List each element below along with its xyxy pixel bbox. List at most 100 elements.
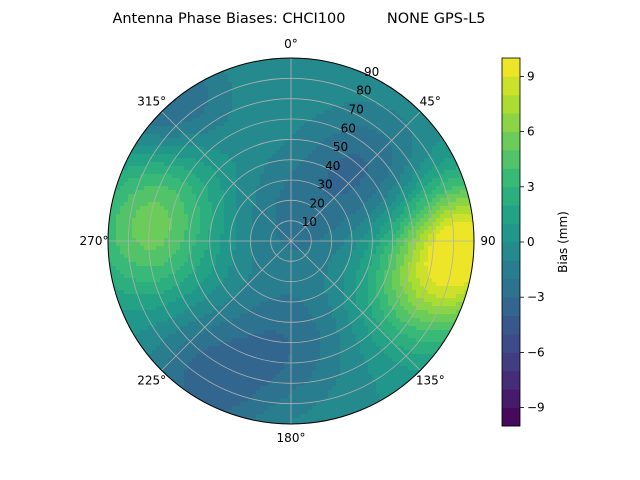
heatmap-cell	[220, 258, 225, 263]
heatmap-cell	[140, 194, 145, 199]
heatmap-cell	[192, 90, 197, 95]
heatmap-cell	[312, 170, 317, 175]
heatmap-cell	[400, 190, 405, 195]
heatmap-cell	[376, 202, 381, 207]
heatmap-cell	[412, 142, 417, 147]
heatmap-cell	[448, 278, 453, 283]
heatmap-cell	[288, 202, 293, 207]
heatmap-cell	[344, 214, 349, 219]
heatmap-cell	[408, 138, 413, 143]
heatmap-cell	[252, 174, 257, 179]
heatmap-cell	[372, 262, 377, 267]
heatmap-cell	[432, 214, 437, 219]
heatmap-cell	[388, 106, 393, 111]
heatmap-cell	[404, 282, 409, 287]
heatmap-cell	[332, 214, 337, 219]
heatmap-cell	[296, 66, 301, 71]
heatmap-cell	[224, 150, 229, 155]
heatmap-cell	[264, 106, 269, 111]
heatmap-cell	[432, 206, 437, 211]
heatmap-cell	[368, 290, 373, 295]
heatmap-cell	[240, 154, 245, 159]
heatmap-cell	[116, 286, 121, 291]
heatmap-cell	[200, 114, 205, 119]
heatmap-cell	[288, 58, 293, 63]
heatmap-cell	[224, 234, 229, 239]
heatmap-cell	[160, 150, 165, 155]
heatmap-cell	[388, 162, 393, 167]
heatmap-cell	[300, 174, 305, 179]
heatmap-cell	[196, 82, 201, 87]
heatmap-cell	[420, 290, 425, 295]
heatmap-cell	[360, 98, 365, 103]
heatmap-cell	[292, 278, 297, 283]
heatmap-cell	[412, 202, 417, 207]
heatmap-cell	[124, 198, 129, 203]
heatmap-cell	[352, 162, 357, 167]
heatmap-cell	[380, 286, 385, 291]
heatmap-cell	[212, 298, 217, 303]
heatmap-cell	[176, 306, 181, 311]
heatmap-cell	[160, 182, 165, 187]
heatmap-cell	[420, 282, 425, 287]
heatmap-cell	[336, 102, 341, 107]
heatmap-cell	[176, 106, 181, 111]
heatmap-cell	[152, 222, 157, 227]
heatmap-cell	[412, 186, 417, 191]
heatmap-cell	[184, 214, 189, 219]
heatmap-cell	[244, 122, 249, 127]
heatmap-cell	[268, 138, 273, 143]
heatmap-cell	[420, 170, 425, 175]
heatmap-cell	[156, 302, 161, 307]
heatmap-cell	[256, 198, 261, 203]
heatmap-cell	[260, 158, 265, 163]
heatmap-cell	[432, 250, 437, 255]
heatmap-cell	[324, 186, 329, 191]
heatmap-cell	[260, 70, 265, 75]
heatmap-cell	[320, 250, 325, 255]
heatmap-cell	[312, 118, 317, 123]
heatmap-cell	[164, 242, 169, 247]
heatmap-cell	[148, 242, 153, 247]
heatmap-cell	[284, 298, 289, 303]
heatmap-cell	[372, 182, 377, 187]
heatmap-cell	[300, 182, 305, 187]
heatmap-cell	[348, 258, 353, 263]
heatmap-cell	[276, 266, 281, 271]
heatmap-cell	[208, 290, 213, 295]
heatmap-cell	[144, 242, 149, 247]
heatmap-cell	[112, 274, 117, 279]
heatmap-cell	[288, 70, 293, 75]
heatmap-cell	[292, 218, 297, 223]
heatmap-cell	[288, 122, 293, 127]
heatmap-cell	[288, 82, 293, 87]
heatmap-cell	[204, 226, 209, 231]
heatmap-cell	[344, 118, 349, 123]
heatmap-cell	[312, 62, 317, 67]
heatmap-cell	[304, 74, 309, 79]
heatmap-cell	[428, 254, 433, 259]
heatmap-cell	[248, 282, 253, 287]
heatmap-cell	[320, 162, 325, 167]
heatmap-cell	[460, 298, 465, 303]
heatmap-cell	[344, 178, 349, 183]
heatmap-cell	[360, 202, 365, 207]
heatmap-cell	[268, 262, 273, 267]
heatmap-cell	[136, 218, 141, 223]
heatmap-cell	[260, 74, 265, 79]
heatmap-cell	[140, 178, 145, 183]
heatmap-cell	[300, 206, 305, 211]
heatmap-cell	[340, 102, 345, 107]
heatmap-cell	[420, 262, 425, 267]
heatmap-cell	[112, 222, 117, 227]
heatmap-cell	[452, 254, 457, 259]
heatmap-cell	[200, 282, 205, 287]
heatmap-cell	[308, 134, 313, 139]
heatmap-cell	[200, 166, 205, 171]
heatmap-cell	[228, 254, 233, 259]
heatmap-cell	[184, 138, 189, 143]
heatmap-cell	[424, 226, 429, 231]
heatmap-cell	[200, 254, 205, 259]
heatmap-cell	[376, 250, 381, 255]
